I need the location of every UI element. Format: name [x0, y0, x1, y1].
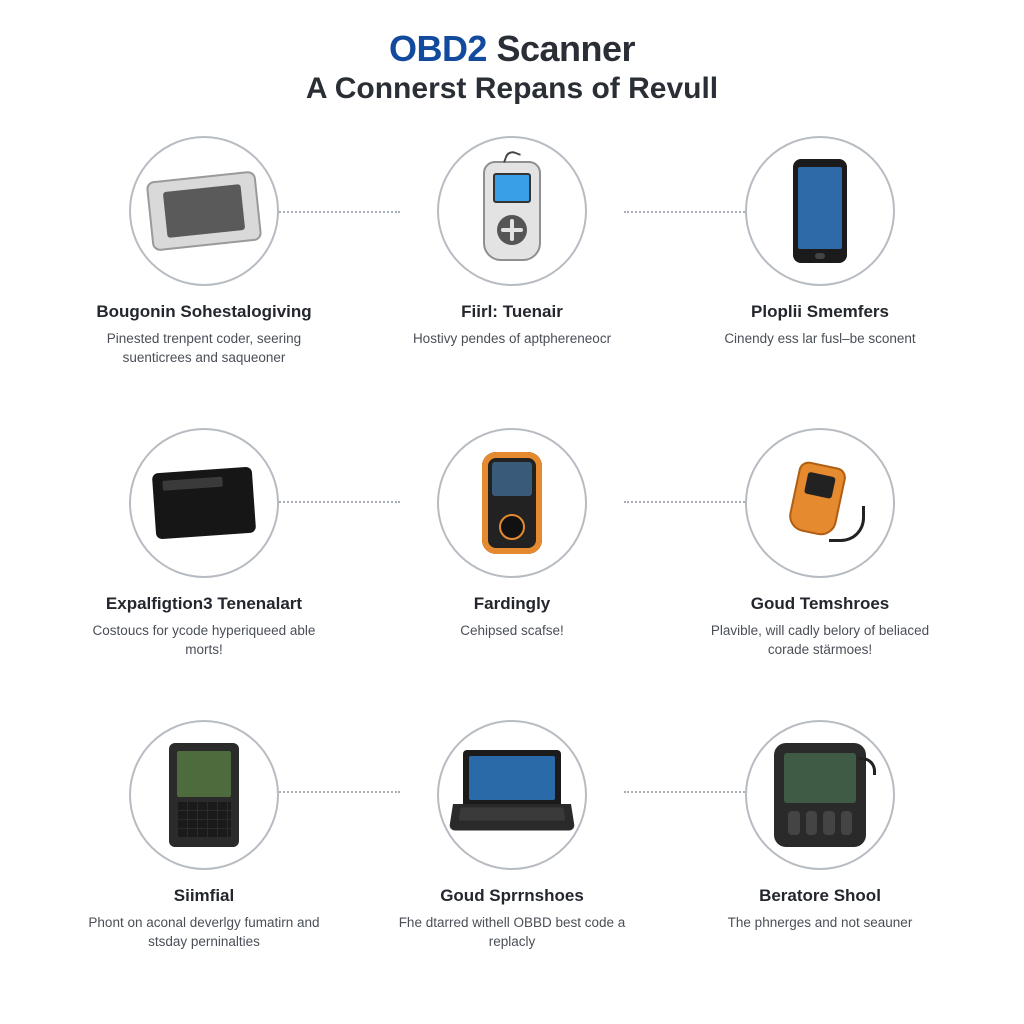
- item-desc: Pinested trenpent coder, seering suentic…: [74, 330, 334, 366]
- item-title: Fardingly: [474, 594, 551, 614]
- item-title: Goud Sprrnshoes: [440, 886, 584, 906]
- grid-cell: Bougonin Sohestalogiving Pinested trenpe…: [60, 136, 348, 420]
- item-title: Expalfigtion3 Tenenalart: [106, 594, 302, 614]
- page-subtitle: A Connerst Repans of Revull: [60, 72, 964, 106]
- black-module-icon: [152, 467, 256, 540]
- grid-cell: Goud Sprrnshoes Fhe dtarred withell OBBD…: [368, 720, 656, 1004]
- gun-scanner-icon: [775, 458, 865, 548]
- grid-cell: Expalfigtion3 Tenenalart Costoucs for yc…: [60, 428, 348, 712]
- infographic-page: OBD2 Scanner A Connerst Repans of Revull…: [0, 0, 1024, 1024]
- device-circle: [745, 720, 895, 870]
- page-title: OBD2 Scanner: [60, 28, 964, 70]
- title-accent: OBD2: [389, 28, 487, 69]
- item-desc: Hostivy pendes of aptphereneocr: [413, 330, 611, 348]
- item-desc: Fhe dtarred withell OBBD best code a rep…: [382, 914, 642, 950]
- item-desc: Costoucs for ycode hyperiqueed able mort…: [74, 622, 334, 658]
- item-title: Fiirl: Tuenair: [461, 302, 563, 322]
- terminal-keyboard-icon: [169, 743, 239, 847]
- smartphone-icon: [793, 159, 847, 263]
- pro-scan-tool-icon: [774, 743, 866, 847]
- item-title: Ploplii Smemfers: [751, 302, 889, 322]
- handheld-orange-icon: [482, 452, 542, 554]
- grid-cell: Fardingly Cehipsed scafse!: [368, 428, 656, 712]
- device-grid: Bougonin Sohestalogiving Pinested trenpe…: [60, 136, 964, 1004]
- rugged-laptop-icon: [453, 750, 571, 840]
- tablet-back-icon: [146, 170, 263, 251]
- header: OBD2 Scanner A Connerst Repans of Revull: [60, 28, 964, 106]
- item-title: Bougonin Sohestalogiving: [96, 302, 311, 322]
- grid-cell: Goud Temshroes Plavible, will cadly belo…: [676, 428, 964, 712]
- grid-cell: Siimfial Phont on aconal deverlgy fumati…: [60, 720, 348, 1004]
- title-rest: Scanner: [487, 28, 635, 69]
- grid-cell: Ploplii Smemfers Cinendy ess lar fusl–be…: [676, 136, 964, 420]
- device-circle: [129, 720, 279, 870]
- device-circle: [437, 428, 587, 578]
- handheld-scanner-icon: [483, 161, 541, 261]
- item-title: Siimfial: [174, 886, 234, 906]
- device-circle: [437, 136, 587, 286]
- item-desc: Cehipsed scafse!: [460, 622, 564, 640]
- item-desc: Phont on aconal deverlgy fumatirn and st…: [74, 914, 334, 950]
- device-circle: [437, 720, 587, 870]
- item-desc: Plavible, will cadly belory of beliaced …: [690, 622, 950, 658]
- grid-cell: Fiirl: Tuenair Hostivy pendes of aptpher…: [368, 136, 656, 420]
- device-circle: [745, 136, 895, 286]
- device-circle: [129, 136, 279, 286]
- grid-cell: Beratore Shool The phnerges and not seau…: [676, 720, 964, 1004]
- device-circle: [745, 428, 895, 578]
- item-title: Beratore Shool: [759, 886, 881, 906]
- device-circle: [129, 428, 279, 578]
- item-title: Goud Temshroes: [751, 594, 890, 614]
- item-desc: The phnerges and not seauner: [728, 914, 913, 932]
- item-desc: Cinendy ess lar fusl–be sconent: [724, 330, 915, 348]
